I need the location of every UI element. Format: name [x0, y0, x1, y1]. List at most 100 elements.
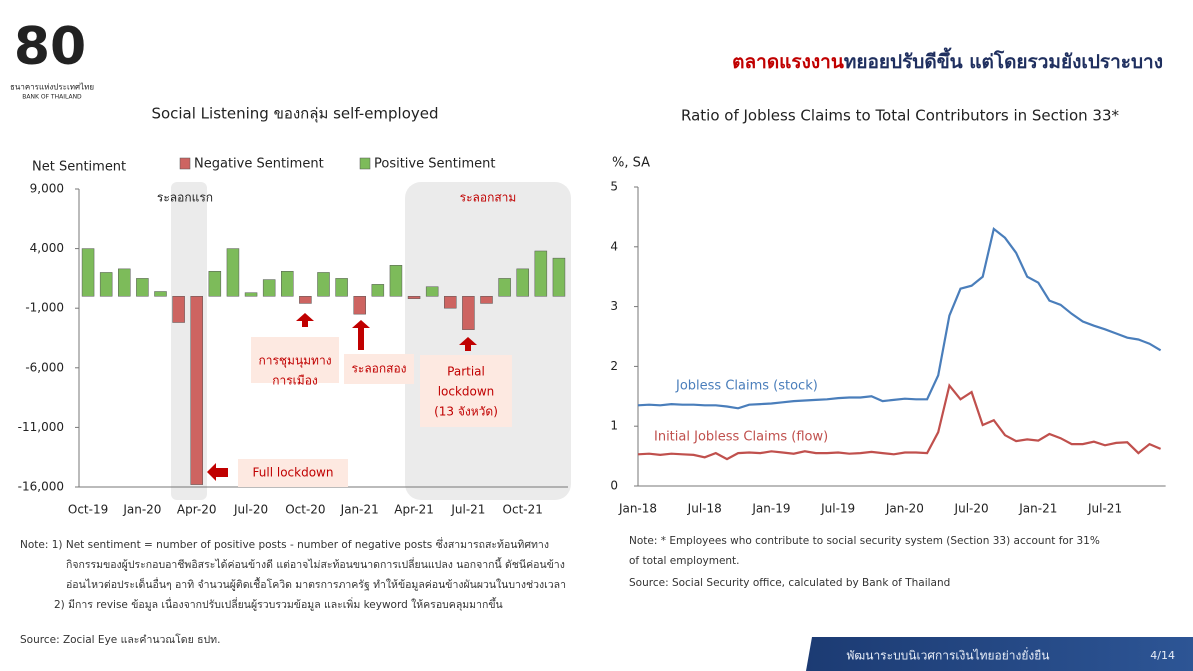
y-tick-label: -6,000 [25, 360, 64, 374]
y-tick-label: 1 [610, 419, 618, 433]
footer-slogan: พัฒนาระบบนิเวศการเงินไทยอย่างยั่งยืน [846, 647, 1049, 663]
slide-title: ตลาดแรงงานทยอยปรับดีขึ้น แต่โดยรวมยังเปร… [732, 47, 1163, 73]
y-tick-label: 4,000 [30, 241, 64, 255]
bar [498, 278, 511, 297]
x-tick-label: Jul-21 [1087, 502, 1122, 516]
annotation-text: ระลอกสอง [351, 362, 406, 376]
note-line: กิจกรรมของผู้ประกอบอาชีพอิสระได้ค่อนข้าง… [66, 557, 565, 571]
bar [335, 278, 348, 297]
arrow [459, 337, 477, 351]
bar [226, 248, 240, 297]
bar [118, 268, 131, 297]
chart-title: Social Listening ของกลุ่ม self-employed [151, 105, 438, 124]
title-rest: ทยอยปรับดีขึ้น แต่โดยรวมยังเปราะบาง [844, 47, 1163, 73]
bar [353, 296, 366, 315]
x-tick-label: Apr-21 [394, 503, 434, 517]
bar [371, 284, 385, 297]
y-tick-label: 0 [610, 479, 618, 493]
x-tick-label: Jan-21 [1018, 502, 1057, 516]
annotation-text: (13 จังหวัด) [434, 405, 498, 419]
x-tick-label: Jul-21 [450, 503, 485, 517]
bar [281, 270, 294, 297]
bar [389, 265, 403, 297]
legend-swatch [179, 157, 191, 170]
legend-swatch [359, 157, 371, 170]
y-tick-label: -16,000 [18, 480, 64, 494]
bar [516, 268, 529, 297]
bar [444, 296, 457, 309]
bar [425, 286, 439, 297]
annotation-box [420, 355, 512, 427]
x-tick-label: Jul-18 [687, 502, 722, 516]
bar [317, 272, 330, 297]
x-tick-label: Apr-20 [177, 503, 217, 517]
annotation-box [344, 354, 414, 384]
y-axis-label: %, SA [612, 156, 650, 171]
x-tick-label: Jul-20 [954, 502, 989, 516]
y-tick-label: 5 [610, 180, 618, 194]
annotation-text: การเมือง [272, 374, 318, 388]
bar [208, 270, 222, 297]
note-line: of total employment. [629, 555, 740, 567]
x-tick-label: Jan-20 [122, 503, 161, 517]
bar [552, 257, 566, 297]
x-tick-label: Jan-19 [751, 502, 790, 516]
series-label: Initial Jobless Claims (flow) [654, 430, 828, 445]
bar [480, 296, 493, 304]
wave-shade [405, 182, 571, 500]
footer-bar [806, 637, 1193, 671]
annotation-text: lockdown [438, 385, 495, 399]
x-tick-label: Jul-19 [820, 502, 855, 516]
note-line: อ่อนไหวต่อประเด็นอื่นๆ อาทิ จำนวนผู้ติดเ… [66, 577, 566, 591]
y-tick-label: 2 [610, 359, 618, 373]
annotation-text: Full lockdown [253, 466, 334, 480]
annotation-text: ระลอกสาม [460, 191, 517, 205]
bar [244, 292, 258, 297]
x-tick-label: Oct-20 [285, 503, 325, 517]
x-tick-label: Jul-20 [233, 503, 268, 517]
page-number: 4/14 [1150, 649, 1175, 662]
note-line: 2) มีการ revise ข้อมูล เนื่องจากปรับเปลี… [54, 597, 503, 611]
y-axis-label: Net Sentiment [32, 160, 126, 175]
bar [81, 248, 95, 297]
title-highlight: ตลาดแรงงาน [732, 51, 844, 73]
bar [190, 296, 203, 485]
x-tick-label: Jan-20 [885, 502, 924, 516]
y-tick-label: -11,000 [18, 420, 64, 434]
x-tick-label: Oct-21 [503, 503, 543, 517]
note-line: Note: * Employees who contribute to soci… [629, 535, 1100, 547]
bar [99, 272, 113, 297]
x-tick-label: Oct-19 [68, 503, 108, 517]
bar [172, 296, 185, 323]
bar [262, 279, 276, 297]
annotation-text: Partial [447, 365, 485, 379]
annotation-box [238, 459, 348, 487]
logo-name-en: BANK OF THAILAND [22, 94, 82, 101]
logo-mark: 80 [14, 17, 86, 77]
bar [299, 296, 312, 304]
arrow [352, 320, 370, 350]
bar [534, 250, 548, 297]
source-right: Source: Social Security office, calculat… [629, 577, 950, 589]
y-tick-label: 9,000 [30, 182, 64, 196]
y-tick-label: 3 [610, 299, 618, 313]
annotation-box [251, 337, 339, 383]
y-tick-label: 4 [610, 239, 618, 253]
bar [154, 291, 167, 297]
note-line: Note: 1) Net sentiment = number of posit… [20, 537, 549, 551]
series-line [637, 226, 1162, 410]
arrow [207, 463, 228, 481]
source-left: Source: Zocial Eye และคำนวณโดย ธปท. [20, 633, 220, 646]
annotation-text: ระลอกแรก [157, 191, 213, 205]
series-line [637, 383, 1162, 461]
x-tick-label: Jan-18 [618, 502, 657, 516]
arrow [296, 313, 314, 327]
bar [136, 278, 149, 297]
logo-name: ธนาคารแห่งประเทศไทย [10, 83, 94, 92]
bar [407, 296, 421, 299]
bar [462, 296, 475, 330]
logo: 80 ธนาคารแห่งประเทศไทย BANK OF THAILAND [10, 17, 94, 101]
x-tick-label: Jan-21 [340, 503, 379, 517]
annotation-text: การชุมนุมทาง [258, 354, 331, 369]
